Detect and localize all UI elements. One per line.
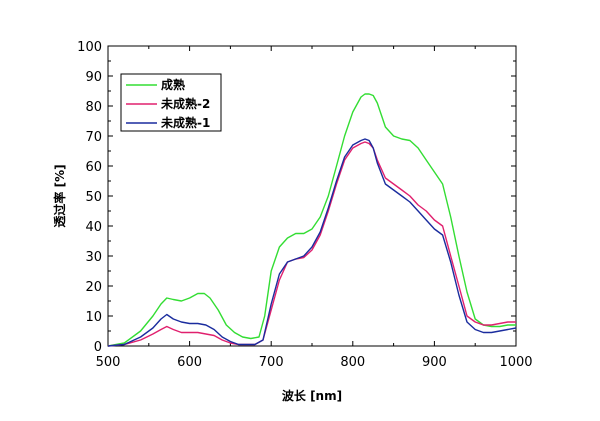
y-tick-label: 90 xyxy=(85,70,102,85)
legend-label-series-1: 成熟 xyxy=(161,77,185,92)
y-tick-label: 50 xyxy=(85,190,102,205)
axis-tick-labels: 0 10 20 30 40 50 60 70 80 90 100 500 600 700 800 900 100… xyxy=(77,40,532,370)
x-tick-label: 1000 xyxy=(499,355,532,370)
y-tick-label: 20 xyxy=(85,280,102,295)
legend: 成熟 未成熟-2 未成熟-1 xyxy=(120,73,222,132)
x-tick-label: 900 xyxy=(422,355,447,370)
series-line-1 xyxy=(107,93,516,347)
x-tick-label: 800 xyxy=(340,355,365,370)
x-tick-label: 700 xyxy=(259,355,284,370)
y-tick-label: 60 xyxy=(85,160,102,175)
y-tick-label: 100 xyxy=(77,40,102,55)
series-lines xyxy=(107,93,517,347)
legend-box xyxy=(120,73,222,132)
series-line-3 xyxy=(107,138,517,347)
y-tick-label: 0 xyxy=(94,340,102,355)
axis-ticks xyxy=(107,45,517,347)
y-tick-label: 10 xyxy=(85,310,102,325)
legend-label-series-2: 未成熟-2 xyxy=(160,96,210,111)
series-line-2 xyxy=(107,141,516,347)
x-tick-label: 500 xyxy=(96,355,121,370)
legend-label-series-3: 未成熟-1 xyxy=(160,115,210,130)
x-axis-title: 波长 [nm] xyxy=(282,388,342,403)
y-tick-label: 80 xyxy=(85,100,102,115)
y-tick-label: 40 xyxy=(85,220,102,235)
y-axis-title: 透过率 [%] xyxy=(52,164,67,227)
y-tick-label: 30 xyxy=(85,250,102,265)
x-tick-label: 600 xyxy=(177,355,202,370)
y-tick-label: 70 xyxy=(85,130,102,145)
